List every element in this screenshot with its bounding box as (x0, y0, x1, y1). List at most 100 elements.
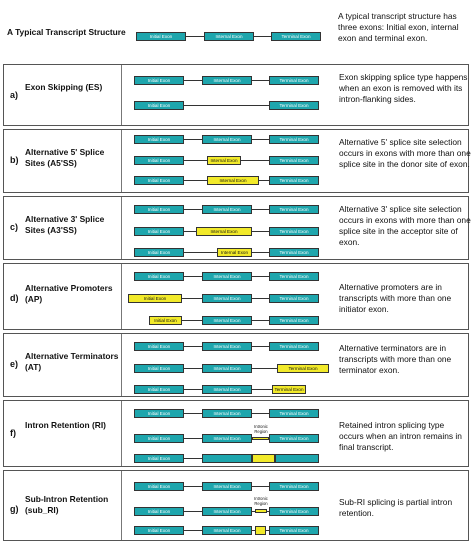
row-title: Alternative 5' Splice Sites (A5'SS) (25, 147, 105, 169)
terminal-exon: Terminal Exon (269, 526, 319, 535)
initial-exon: Initial Exon (134, 227, 184, 236)
internal-exon: Internal Exon (202, 135, 252, 144)
intronic-region-label: Intronic Region (254, 496, 268, 506)
internal-exon: Internal Exon (204, 32, 254, 41)
initial-exon: Initial Exon (134, 156, 184, 165)
intronic-region-marker (252, 437, 269, 440)
terminal-exon: Terminal Exon (269, 156, 319, 165)
internal-exon: Internal Exon (202, 342, 252, 351)
retained-sub-intron (255, 526, 266, 535)
initial-exon: Initial Exon (134, 76, 184, 85)
row-description: Exon skipping splice type happens when a… (339, 72, 468, 104)
row-sub-intron-retention: g) Sub-Intron Retention (sub_RI) Initial… (3, 470, 469, 541)
terminal-exon: Terminal Exon (269, 76, 319, 85)
row-exon-skipping: a) Exon Skipping (ES) Initial Exon Inter… (3, 64, 469, 126)
terminal-exon: Terminal Exon (269, 227, 319, 236)
terminal-exon: Terminal Exon (269, 135, 319, 144)
row-alt-terminators: e) Alternative Terminators (AT) Initial … (3, 333, 469, 397)
initial-exon: Initial Exon (134, 526, 184, 535)
internal-exon: Internal Exon (202, 272, 252, 281)
row-description: Sub-RI splicing is partial intron retent… (339, 497, 453, 518)
terminal-exon: Terminal Exon (269, 482, 319, 491)
internal-exon: Internal Exon (202, 76, 252, 85)
terminal-exon: Terminal Exon (269, 342, 319, 351)
row-description: Alternative 5' splice site selection occ… (339, 137, 471, 169)
initial-exon: Initial Exon (134, 364, 184, 373)
row-letter: e) (10, 359, 19, 369)
initial-exon: Initial Exon (134, 176, 184, 185)
internal-exon: Internal Exon (202, 294, 252, 303)
row-title: Alternative 3' Splice Sites (A3'SS) (25, 214, 105, 236)
internal-exon-short: Internal Exon (217, 248, 252, 257)
initial-exon: Initial Exon (134, 454, 184, 463)
row-description: Retained intron splicing type occurs whe… (339, 420, 462, 452)
initial-exon: Initial Exon (134, 507, 184, 516)
initial-exon: Initial Exon (136, 32, 186, 41)
internal-exon: Internal Exon (202, 364, 252, 373)
internal-exon: Internal Exon (202, 526, 252, 535)
internal-exon: Internal Exon (202, 205, 252, 214)
terminal-exon: Terminal Exon (269, 272, 319, 281)
intronic-region-label: Intronic Region (254, 424, 268, 434)
initial-exon: Initial Exon (134, 434, 184, 443)
internal-exon: Internal Exon (202, 385, 252, 394)
terminal-exon: Terminal Exon (269, 507, 319, 516)
initial-exon: Initial Exon (134, 135, 184, 144)
retained-intron (252, 454, 275, 463)
row-title: Exon Skipping (ES) (25, 82, 103, 92)
row-title: Alternative Terminators (AT) (25, 351, 119, 373)
initial-exon: Initial Exon (134, 342, 184, 351)
initial-exon: Initial Exon (134, 482, 184, 491)
internal-exon: Internal Exon (202, 316, 252, 325)
row-title: A Typical Transcript Structure (7, 27, 126, 37)
row-letter: d) (10, 293, 19, 303)
terminal-exon: Terminal Exon (269, 248, 319, 257)
terminal-exon: Terminal Exon (269, 205, 319, 214)
row-description: Alternative promoters are in transcripts… (339, 282, 452, 314)
row-description: A typical transcript structure has three… (338, 11, 459, 43)
row-letter: b) (10, 155, 19, 165)
row-a3ss: c) Alternative 3' Splice Sites (A3'SS) I… (3, 196, 471, 260)
initial-exon-alt-upstream: Initial Exon (128, 294, 182, 303)
row-description: Alternative 3' splice site selection occ… (339, 204, 471, 247)
row-letter: a) (10, 90, 19, 100)
intronic-region-marker (255, 509, 267, 513)
row-typical: A Typical Transcript Structure Initial E… (3, 3, 469, 61)
terminal-exon: Terminal Exon (269, 294, 319, 303)
row-letter: c) (10, 222, 19, 232)
terminal-exon (275, 454, 319, 463)
internal-exon-long: Internal Exon (207, 176, 259, 185)
internal-exon: Internal Exon (202, 409, 252, 418)
row-title: Alternative Promoters (AP) (25, 283, 113, 305)
terminal-exon: Terminal Exon (269, 434, 319, 443)
internal-exon-short: Internal Exon (207, 156, 241, 165)
terminal-exon-alt-short: Terminal Exon (272, 385, 306, 394)
initial-exon: Initial Exon (134, 205, 184, 214)
terminal-exon-alt-long: Terminal Exon (277, 364, 329, 373)
row-a5ss: b) Alternative 5' Splice Sites (A5'SS) I… (3, 129, 471, 193)
initial-exon: Initial Exon (134, 248, 184, 257)
row-description: Alternative terminators are in transcrip… (339, 343, 452, 375)
terminal-exon: Terminal Exon (269, 316, 319, 325)
row-title: Intron Retention (RI) (25, 420, 106, 430)
terminal-exon: Terminal Exon (271, 32, 321, 41)
internal-exon: Internal Exon (202, 482, 252, 491)
terminal-exon: Terminal Exon (269, 409, 319, 418)
row-letter: g) (10, 504, 19, 514)
initial-exon: Initial Exon (134, 272, 184, 281)
row-letter: f) (10, 428, 16, 438)
internal-exon-long: Internal Exon (196, 227, 252, 236)
initial-exon: Initial Exon (134, 409, 184, 418)
row-intron-retention: f) Intron Retention (RI) Initial Exon In… (3, 400, 469, 467)
internal-exon: Internal Exon (202, 434, 252, 443)
internal-exon: Internal Exon (202, 507, 252, 516)
initial-exon: Initial Exon (134, 385, 184, 394)
initial-exon: Initial Exon (134, 101, 184, 110)
terminal-exon: Terminal Exon (269, 101, 319, 110)
initial-exon-alt-downstream: Initial Exon (149, 316, 182, 325)
internal-exon (202, 454, 252, 463)
row-title: Sub-Intron Retention (sub_RI) (25, 494, 109, 516)
row-alt-promoters: d) Alternative Promoters (AP) Initial Ex… (3, 263, 469, 330)
terminal-exon: Terminal Exon (269, 176, 319, 185)
